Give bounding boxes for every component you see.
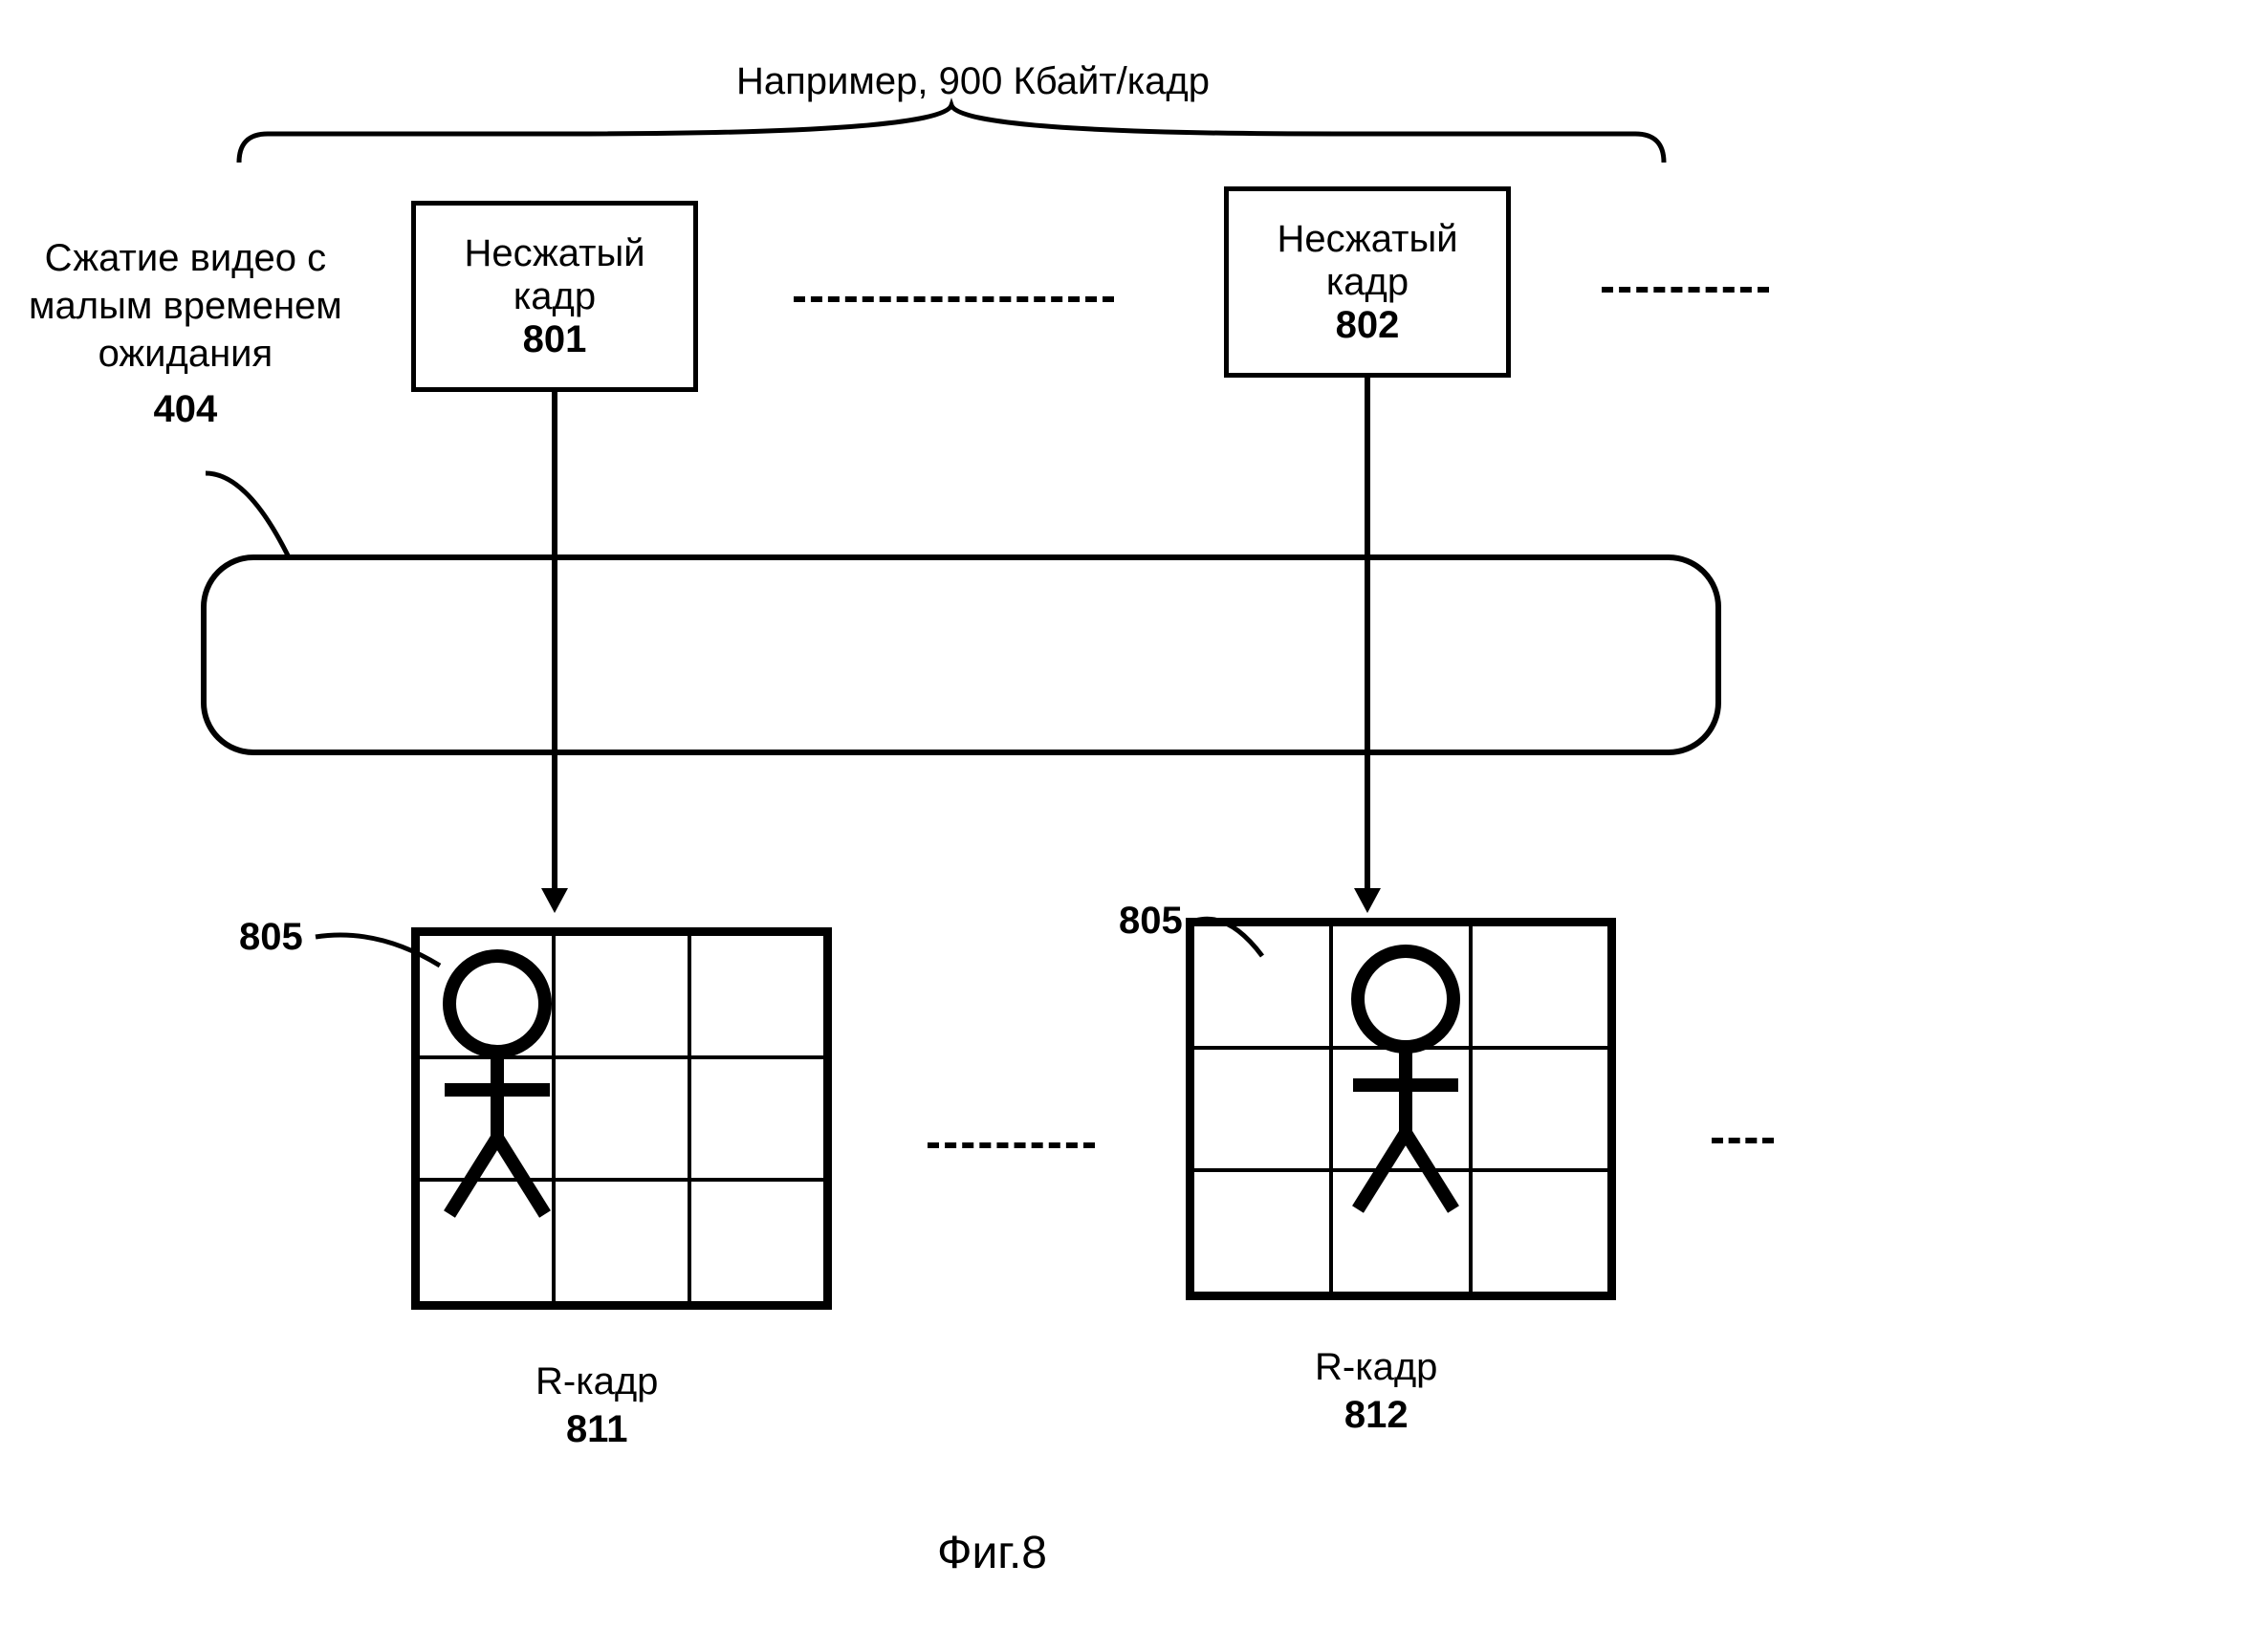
- arrow-2-line: [1365, 378, 1370, 894]
- grid-cell: [418, 1057, 554, 1181]
- frame2-label1: Несжатый: [1277, 218, 1457, 261]
- arrow-1-line: [552, 392, 557, 894]
- frame1-num: 801: [523, 318, 587, 361]
- grid-cell: [554, 1057, 689, 1181]
- r-frame-2-num: 812: [1315, 1391, 1437, 1439]
- uncompressed-frame-box-1: Несжатый кадр 801: [411, 201, 698, 392]
- dashed-line: [1712, 1138, 1774, 1143]
- grid-cell: [1471, 924, 1609, 1048]
- label-805-right-text: 805: [1119, 900, 1183, 942]
- compression-line2: малым временем: [29, 282, 342, 330]
- r-frame-2-label: R-кадр: [1315, 1343, 1437, 1391]
- grid-cell: [1331, 924, 1470, 1048]
- grid-cell: [689, 1057, 825, 1181]
- frame1-label1: Несжатый: [464, 232, 644, 275]
- leader-line-805-left: [0, 0, 287, 143]
- figure-canvas: Например, 900 Кбайт/кадр Сжатие видео с …: [0, 0, 2250, 1652]
- compression-num: 404: [29, 385, 342, 433]
- title-label: Например, 900 Кбайт/кадр: [736, 57, 1210, 105]
- grid-cell: [554, 1180, 689, 1303]
- r-frame-1-label: R-кадр: [535, 1358, 658, 1405]
- figure-caption-text: Фиг.8: [937, 1528, 1047, 1578]
- leader-line-805-right: [0, 0, 287, 143]
- r-frame-caption-1: R-кадр 811: [535, 1358, 658, 1453]
- dashed-line: [1602, 287, 1769, 293]
- frame1-label2: кадр: [513, 275, 596, 318]
- label-805-right: 805: [1119, 897, 1183, 945]
- grid-cell: [1192, 1170, 1331, 1293]
- grid-cell: [689, 1180, 825, 1303]
- r-frame-grid-1: [411, 927, 832, 1310]
- r-frame-1-num: 811: [535, 1405, 658, 1453]
- frame2-num: 802: [1336, 304, 1400, 347]
- frame2-label2: кадр: [1326, 261, 1409, 304]
- grid-cell: [1471, 1048, 1609, 1171]
- r-frame-grid-2: [1186, 918, 1616, 1300]
- grid-cell: [1331, 1048, 1470, 1171]
- grid-cell: [1192, 924, 1331, 1048]
- grid-cell: [689, 934, 825, 1057]
- compression-line1: Сжатие видео с: [29, 234, 342, 282]
- compression-label: Сжатие видео с малым временем ожидания 4…: [29, 234, 342, 433]
- grid-cell: [1331, 1170, 1470, 1293]
- r-frame-caption-2: R-кадр 812: [1315, 1343, 1437, 1439]
- compression-block: [201, 554, 1721, 755]
- grid-cell: [554, 934, 689, 1057]
- compression-line3: ожидания: [29, 330, 342, 378]
- leader-line-404: [0, 0, 287, 143]
- grid-cell: [418, 934, 554, 1057]
- dashed-line: [794, 296, 1114, 302]
- brace-icon: [0, 0, 287, 143]
- title-text: Например, 900 Кбайт/кадр: [736, 60, 1210, 102]
- dashed-line: [928, 1142, 1095, 1148]
- grid-cell: [418, 1180, 554, 1303]
- grid-cell: [1192, 1048, 1331, 1171]
- uncompressed-frame-box-2: Несжатый кадр 802: [1224, 186, 1511, 378]
- stick-figure-1-icon: [0, 0, 287, 143]
- arrow-1-head-icon: [541, 888, 568, 913]
- label-805-left-text: 805: [239, 916, 303, 958]
- arrow-2-head-icon: [1354, 888, 1381, 913]
- figure-caption: Фиг.8: [937, 1525, 1047, 1582]
- label-805-left: 805: [239, 913, 303, 961]
- stick-figure-2-icon: [0, 0, 287, 143]
- grid-cell: [1471, 1170, 1609, 1293]
